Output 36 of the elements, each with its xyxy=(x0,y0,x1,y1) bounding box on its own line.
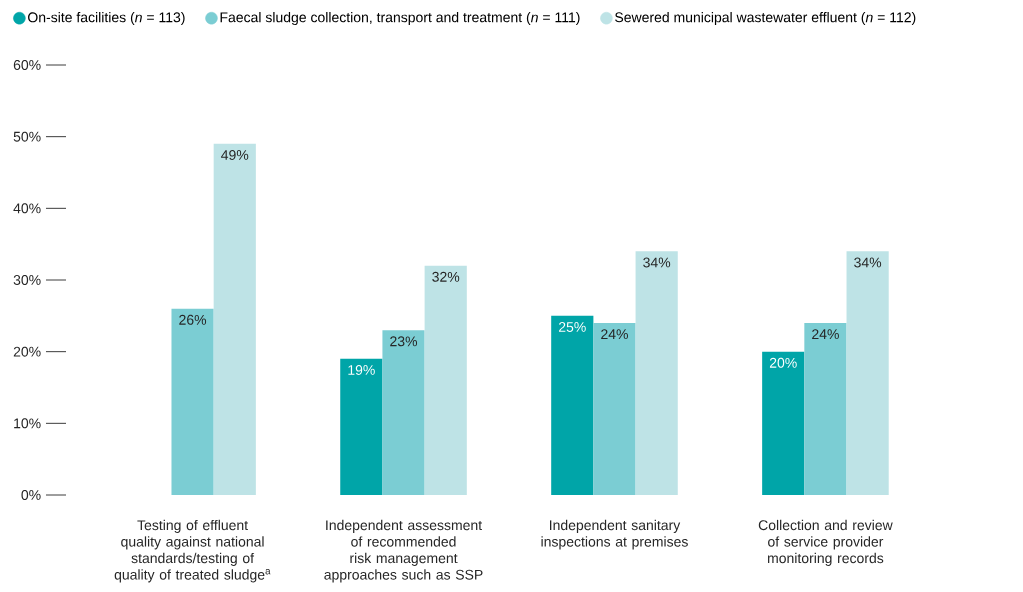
data-label: 24% xyxy=(812,329,839,340)
legend-label: Faecal sludge collection, transport and treatment (n = 111) xyxy=(220,12,580,26)
bar xyxy=(551,315,594,495)
bar xyxy=(382,330,425,495)
data-label: 34% xyxy=(854,257,882,268)
y-tick-label: 40% xyxy=(13,203,41,214)
legend-label: Sewered municipal wastewater effluent (n = 112) xyxy=(615,12,916,26)
x-tick-label: Testing of effluent quality against national standards/testing of quality of treated sludge$^{a}$ xyxy=(114,519,271,583)
y-tick-label: 0% xyxy=(21,490,41,500)
data-label: 32% xyxy=(432,271,460,282)
y-tick-label: 50% xyxy=(13,131,41,142)
data-label: 26% xyxy=(179,314,207,325)
bar xyxy=(424,265,467,495)
bar xyxy=(846,251,889,495)
y-tick-label: 60% xyxy=(13,60,41,70)
data-label: 19% xyxy=(348,365,375,375)
bar xyxy=(635,251,678,495)
bar xyxy=(171,308,214,495)
x-tick-label: Independent assessment of recommended risk management approaches such as SSP xyxy=(324,519,483,583)
data-label: 23% xyxy=(390,336,418,347)
data-label: 34% xyxy=(643,257,671,268)
x-tick-label: Collection and review of service provider monitoring records xyxy=(758,519,893,566)
data-label: 49% xyxy=(221,150,249,160)
bar xyxy=(804,323,847,495)
bar xyxy=(340,358,383,495)
y-tick-label: 10% xyxy=(14,418,41,429)
bar xyxy=(213,143,256,495)
bar xyxy=(593,323,636,495)
data-label: 25% xyxy=(558,322,586,332)
data-label: 24% xyxy=(601,329,628,340)
x-tick-label: Independent sanitary inspections at premises xyxy=(541,519,688,550)
bar xyxy=(762,351,805,495)
y-tick-label: 30% xyxy=(13,275,41,285)
data-label: 20% xyxy=(769,357,797,368)
legend-label: On-site facilities (n = 113) xyxy=(28,12,185,26)
y-tick-label: 20% xyxy=(13,346,41,357)
